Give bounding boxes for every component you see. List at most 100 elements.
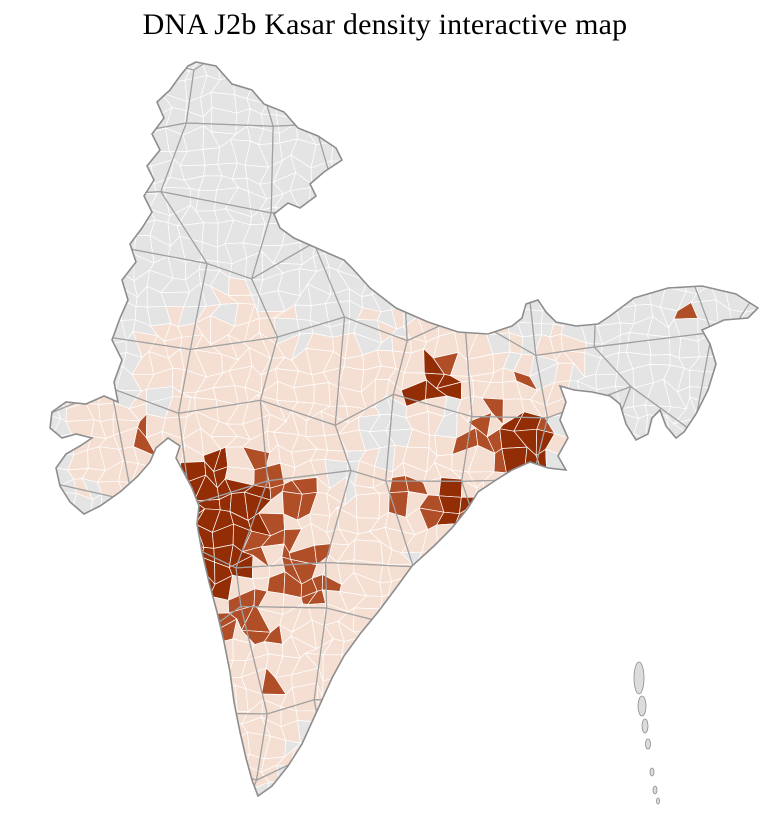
district-cell[interactable] (594, 475, 621, 501)
district-cell[interactable] (518, 689, 533, 714)
district-cell[interactable] (496, 62, 522, 77)
district-cell[interactable] (88, 714, 107, 746)
district-cell[interactable] (306, 766, 335, 792)
district-cell[interactable] (482, 139, 509, 169)
district-cell[interactable] (658, 189, 679, 214)
district-cell[interactable] (549, 618, 565, 645)
district-cell[interactable] (82, 186, 111, 216)
andaman-island[interactable] (656, 797, 660, 805)
district-cell[interactable] (720, 403, 746, 420)
district-cell[interactable] (145, 687, 168, 712)
district-cell[interactable] (581, 135, 608, 154)
district-cell[interactable] (306, 749, 334, 775)
district-cell[interactable] (372, 95, 400, 116)
district-cell[interactable] (458, 666, 475, 685)
district-cell[interactable] (720, 710, 739, 726)
district-cell[interactable] (473, 683, 495, 704)
district-cell[interactable] (709, 543, 724, 568)
district-cell[interactable] (227, 47, 252, 67)
district-cell[interactable] (199, 738, 220, 750)
district-cell[interactable] (454, 738, 475, 752)
district-cell[interactable] (123, 619, 141, 645)
district-cell[interactable] (458, 715, 471, 745)
district-cell[interactable] (741, 220, 765, 244)
district-cell[interactable] (707, 459, 732, 489)
district-cell[interactable] (576, 515, 599, 535)
district-cell[interactable] (80, 781, 102, 803)
district-cell[interactable] (177, 690, 202, 712)
district-cell[interactable] (178, 735, 202, 753)
district-cell[interactable] (99, 283, 121, 304)
district-cell[interactable] (501, 173, 516, 192)
district-cell[interactable] (615, 800, 637, 814)
district-cell[interactable] (761, 55, 770, 73)
district-cell[interactable] (391, 752, 408, 775)
district-cell[interactable] (427, 779, 444, 805)
district-cell[interactable] (594, 606, 619, 629)
district-cell[interactable] (746, 623, 761, 642)
district-cell[interactable] (743, 47, 765, 67)
district-cell[interactable] (544, 60, 571, 79)
district-cell[interactable] (371, 148, 391, 168)
district-cell[interactable] (357, 221, 378, 238)
district-cell[interactable] (453, 523, 476, 554)
district-cell[interactable] (59, 204, 77, 225)
district-cell[interactable] (577, 196, 599, 216)
district-cell[interactable] (723, 239, 747, 260)
district-cell[interactable] (742, 640, 759, 655)
district-cell[interactable] (210, 708, 238, 725)
district-cell[interactable] (564, 557, 582, 581)
district-cell[interactable] (520, 93, 541, 120)
district-cell[interactable] (725, 571, 751, 597)
district-cell[interactable] (725, 444, 740, 474)
district-cell[interactable] (694, 539, 716, 561)
district-cell[interactable] (325, 797, 349, 814)
district-cell[interactable] (610, 456, 633, 474)
district-cell[interactable] (108, 110, 124, 132)
district-cell[interactable] (760, 78, 770, 105)
district-cell[interactable] (611, 226, 632, 244)
district-cell[interactable] (449, 205, 476, 226)
district-cell[interactable] (410, 235, 425, 266)
district-cell[interactable] (406, 763, 432, 789)
district-cell[interactable] (195, 688, 216, 712)
district-cell[interactable] (720, 685, 749, 714)
district-cell[interactable] (89, 224, 101, 250)
district-cell[interactable] (516, 309, 543, 325)
district-cell[interactable] (451, 140, 471, 161)
district-cell[interactable] (357, 149, 382, 169)
district-cell[interactable] (546, 44, 573, 61)
district-cell[interactable] (738, 141, 763, 166)
district-cell[interactable] (35, 223, 64, 245)
district-cell[interactable] (500, 555, 524, 578)
district-cell[interactable] (72, 223, 95, 250)
district-cell[interactable] (435, 779, 457, 808)
district-cell[interactable] (609, 652, 636, 677)
district-cell[interactable] (499, 494, 521, 513)
district-cell[interactable] (502, 271, 527, 292)
district-cell[interactable] (208, 794, 238, 814)
district-cell[interactable] (433, 123, 457, 143)
district-cell[interactable] (756, 630, 770, 642)
district-cell[interactable] (504, 732, 525, 757)
district-cell[interactable] (567, 688, 589, 704)
district-cell[interactable] (417, 303, 439, 319)
district-cell[interactable] (760, 165, 770, 184)
district-cell[interactable] (705, 765, 732, 793)
district-cell[interactable] (325, 204, 342, 228)
district-cell[interactable] (410, 224, 426, 246)
district-cell[interactable] (641, 640, 660, 666)
district-cell[interactable] (315, 708, 334, 723)
district-cell[interactable] (571, 411, 590, 440)
district-cell[interactable] (722, 257, 747, 275)
district-cell[interactable] (529, 732, 550, 756)
district-cell[interactable] (579, 556, 605, 581)
district-cell[interactable] (363, 114, 381, 137)
district-cell[interactable] (392, 95, 414, 116)
district-cell[interactable] (228, 731, 250, 757)
district-cell[interactable] (680, 690, 703, 708)
district-cell[interactable] (33, 452, 60, 468)
district-cell[interactable] (35, 282, 64, 308)
district-cell[interactable] (54, 558, 74, 584)
district-cell[interactable] (592, 287, 619, 314)
